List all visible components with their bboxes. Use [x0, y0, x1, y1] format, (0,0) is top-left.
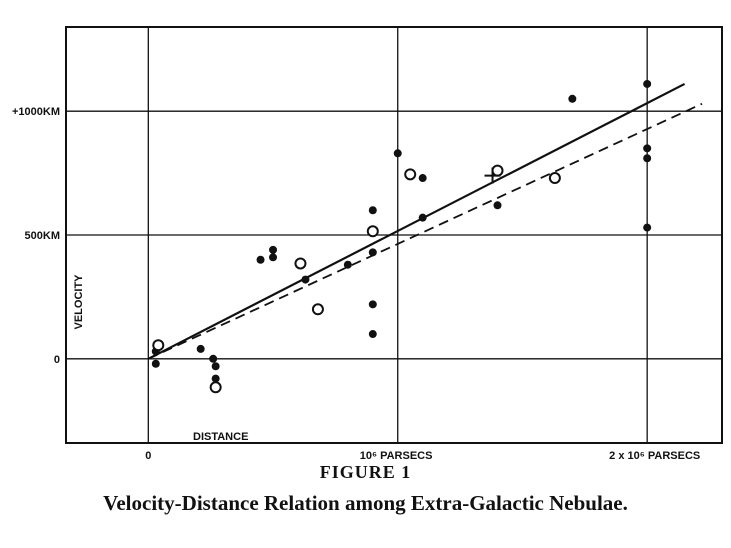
figure-label: FIGURE 1 — [319, 462, 412, 482]
filled-point — [368, 248, 377, 257]
velocity-distance-chart: 0 10⁶ PARSECS 2 x 10⁶ PARSECS 0 500KM +1000KM… — [12, 26, 723, 460]
plot-frame — [65, 26, 723, 444]
filled-point — [368, 206, 377, 215]
fit-line-dashed — [147, 102, 703, 360]
y-tick-label: 0 — [54, 354, 60, 366]
filled-point — [643, 144, 652, 153]
filled-point — [418, 213, 427, 222]
filled-point — [418, 174, 427, 183]
y-tick-label: 500KM — [25, 230, 60, 242]
x-tick-label: 10⁶ PARSECS — [360, 450, 433, 460]
x-tick-label: 0 — [145, 450, 151, 460]
fit-line-solid — [147, 82, 686, 360]
y-tick-label: +1000KM — [12, 106, 60, 118]
fit-lines — [147, 82, 703, 360]
open-point — [152, 339, 165, 352]
filled-point — [368, 330, 377, 339]
filled-point — [643, 223, 652, 232]
open-point — [404, 168, 417, 181]
open-point — [311, 303, 324, 316]
filled-point — [151, 359, 160, 368]
grid-layer — [66, 27, 722, 443]
open-point — [366, 225, 379, 238]
filled-point — [368, 300, 377, 309]
x-tick-label: 2 x 10⁶ PARSECS — [609, 450, 700, 460]
x-axis-label: DISTANCE — [193, 431, 248, 443]
open-point — [491, 164, 504, 177]
open-point — [548, 172, 561, 185]
filled-point — [269, 245, 278, 254]
filled-point — [211, 374, 220, 383]
filled-point — [643, 79, 652, 88]
data-points — [151, 79, 652, 394]
filled-point — [211, 362, 220, 371]
open-point — [209, 381, 222, 394]
filled-point — [493, 201, 502, 210]
filled-point — [343, 260, 352, 269]
filled-point — [269, 253, 278, 262]
filled-point — [301, 275, 310, 284]
filled-point — [196, 344, 205, 353]
filled-point — [256, 255, 265, 264]
cross-point — [484, 167, 501, 184]
filled-point — [643, 154, 652, 163]
filled-point — [393, 149, 402, 158]
open-point — [294, 257, 307, 270]
figure-caption: Velocity-Distance Relation among Extra-G… — [103, 491, 628, 515]
filled-point — [568, 94, 577, 103]
tick-labels: 0 10⁶ PARSECS 2 x 10⁶ PARSECS 0 500KM +1000KM — [12, 106, 700, 460]
y-axis-label: VELOCITY — [73, 274, 85, 330]
filled-point — [209, 354, 218, 363]
